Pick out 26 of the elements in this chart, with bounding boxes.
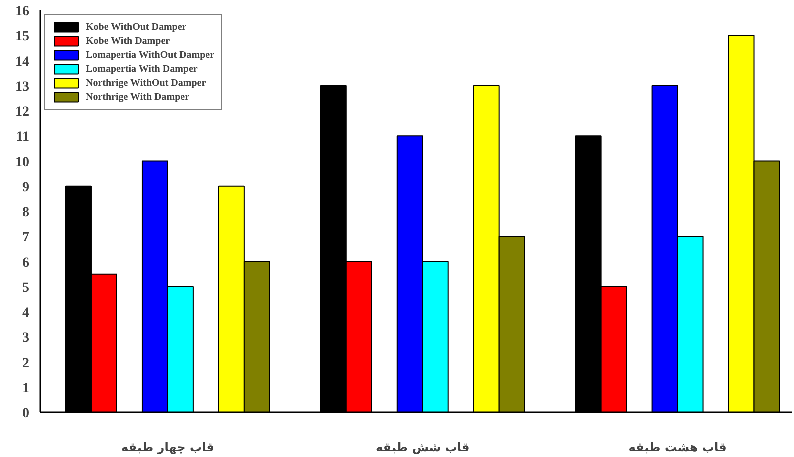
legend-label: Lomapertia With Damper [86,64,198,74]
y-tick-label: 7 [22,230,30,246]
y-tick-label: 0 [22,406,30,422]
legend-label: Kobe With Damper [86,36,170,46]
y-tick-label: 16 [16,4,30,20]
y-tick-label: 3 [22,331,30,346]
y-tick-label: 10 [16,155,30,170]
y-tick-label: 11 [16,130,30,146]
legend-label: Northrige With Damper [86,92,190,102]
y-tick-label: 15 [16,30,30,45]
y-tick-label: 5 [22,280,30,296]
legend-label: Northrige WithOut Damper [86,78,206,88]
y-tick-label: 2 [22,356,30,372]
y-tick-label: 1 [22,381,30,396]
x-tick-label: قاب شش طبقه [376,440,470,454]
legend-label: Kobe WithOut Damper [86,22,187,32]
x-tick-label: قاب چهار طبقه [122,440,214,454]
y-tick-label: 8 [22,206,30,220]
y-tick-label: 13 [16,80,30,95]
y-tick-label: 4 [22,306,30,321]
y-tick-label: 12 [16,105,30,120]
x-tick-label: قاب هشت طبقه [628,440,727,454]
y-tick-label: 6 [22,256,30,271]
y-tick-label: 9 [22,180,30,196]
legend-label: Lomapertia WithOut Damper [86,50,215,60]
y-tick-label: 14 [16,54,30,70]
